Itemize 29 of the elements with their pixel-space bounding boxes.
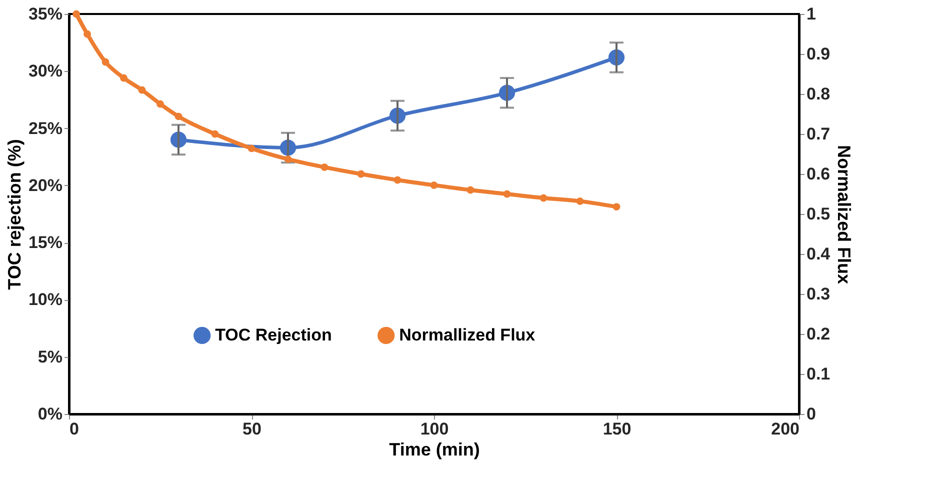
y2-tick-label: 0.7: [806, 124, 830, 144]
x-tick-label: 100: [420, 420, 449, 438]
y-tick-label: 0%: [38, 404, 62, 424]
y-tick-label: 15%: [28, 233, 62, 252]
x-tick-label: 50: [242, 420, 262, 438]
legend-label: TOC Rejection: [215, 325, 332, 344]
y2-tick-label: 0.6: [806, 164, 830, 184]
x-tick-label: 0: [70, 420, 79, 438]
y2-tick-label: 0.5: [806, 204, 830, 224]
y-tick-label: 30%: [28, 62, 62, 81]
y2-tick-label: 0: [806, 404, 816, 424]
y-tick-label: 25%: [28, 118, 62, 138]
y-tick-label: 35%: [28, 4, 62, 24]
y-tick-label: 20%: [28, 176, 62, 195]
y2-tick-label: 0.8: [806, 84, 830, 104]
y2-tick-label: 0.1: [806, 364, 830, 384]
y2-tick-label: 0.4: [806, 244, 831, 264]
x-tick-label: 150: [602, 420, 632, 438]
y2-tick-label: 0.2: [806, 324, 830, 344]
legend-label: Normallized Flux: [399, 325, 536, 344]
x-tick-label: 200: [771, 420, 800, 438]
y-axis-title: TOC rejection (%): [4, 139, 24, 290]
y-tick-label: 5%: [38, 347, 62, 366]
x-axis-title: Time (min): [389, 440, 480, 460]
y2-tick-label: 0.3: [806, 284, 830, 304]
y2-axis-title: Normalized Flux: [834, 144, 854, 284]
y-tick-label: 10%: [28, 290, 62, 310]
y2-tick-label: 1: [806, 4, 816, 24]
y2-tick-label: 0.9: [806, 44, 830, 64]
